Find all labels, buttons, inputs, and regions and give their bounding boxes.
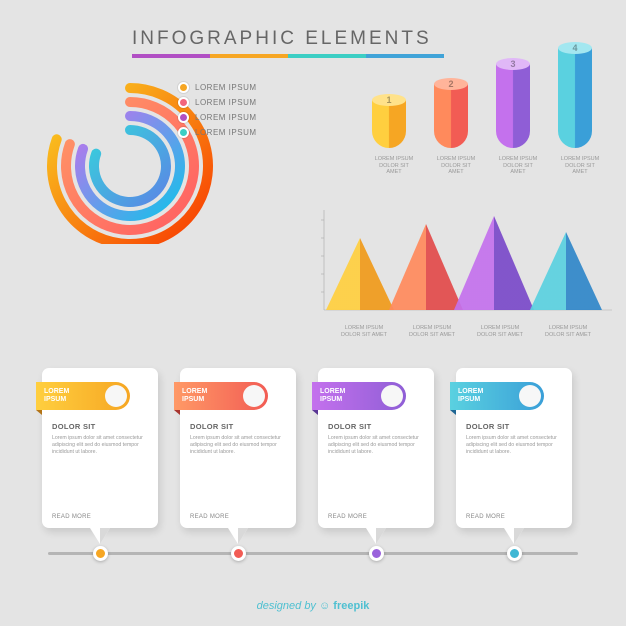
swirl-item-label: LOREM IPSUM: [195, 83, 257, 92]
card-text: Lorem ipsum dolor sit amet consectetur a…: [190, 435, 286, 456]
swirl-item: LOREM IPSUM: [178, 82, 257, 93]
triangle-label: LOREM IPSUMDOLOR SIT AMET: [536, 325, 600, 338]
card-pointer-icon: [504, 528, 524, 544]
cylinder-bar: 2: [434, 84, 468, 148]
triangle-label: LOREM IPSUMDOLOR SIT AMET: [332, 325, 396, 338]
tab-fold-icon: [450, 410, 456, 415]
timeline-dots: [42, 546, 572, 561]
triangle-label: LOREM IPSUMDOLOR SIT AMET: [468, 325, 532, 338]
cylinder-body: [558, 48, 592, 148]
timeline-dot-icon: [231, 546, 246, 561]
cylinder-chart: 1 LOREM IPSUMDOLOR SIT AMET 2 LOREM IPSUMDO…: [372, 56, 602, 196]
swirl-item: LOREM IPSUM: [178, 112, 257, 123]
info-card: LOREMIPSUM DOLOR SIT Lorem ipsum dolor sit…: [42, 368, 158, 528]
timeline-dot-icon: [507, 546, 522, 561]
card-tab-label: LOREMIPSUM: [182, 388, 207, 403]
swirl-item-label: LOREM IPSUM: [195, 113, 257, 122]
tab-fold-icon: [36, 410, 42, 415]
swirl-item: LOREM IPSUM: [178, 97, 257, 108]
card-tab-label: LOREMIPSUM: [458, 388, 483, 403]
card-title: DOLOR SIT: [52, 422, 148, 431]
card-title: DOLOR SIT: [466, 422, 562, 431]
triangle-bar: [326, 238, 394, 310]
page-title: INFOGRAPHIC ELEMENTS: [132, 28, 432, 50]
cylinder-body: [496, 64, 530, 148]
credit-icon: ☺: [319, 600, 333, 612]
card-tab: LOREMIPSUM: [450, 382, 544, 410]
card-pointer-icon: [90, 528, 110, 544]
card-tab-label: LOREMIPSUM: [320, 388, 345, 403]
info-card: LOREMIPSUM DOLOR SIT Lorem ipsum dolor sit…: [456, 368, 572, 528]
cylinder-body: [372, 100, 406, 148]
credit-prefix: designed by: [257, 600, 319, 612]
card-text: Lorem ipsum dolor sit amet consectetur a…: [328, 435, 424, 456]
triangle-label: LOREM IPSUMDOLOR SIT AMET: [400, 325, 464, 338]
card-text: Lorem ipsum dolor sit amet consectetur a…: [466, 435, 562, 456]
read-more-link[interactable]: READ MORE: [52, 514, 91, 520]
swirl-dot-icon: [178, 97, 189, 108]
triangle-bar: [454, 216, 534, 310]
card-pointer-icon: [366, 528, 386, 544]
swirl-labels: LOREM IPSUM LOREM IPSUM LOREM IPSUM LOREM I…: [178, 82, 257, 142]
cylinder-label: LOREM IPSUMDOLOR SIT AMET: [434, 156, 478, 176]
card-row: LOREMIPSUM DOLOR SIT Lorem ipsum dolor sit…: [42, 368, 572, 528]
info-card: LOREMIPSUM DOLOR SIT Lorem ipsum dolor sit…: [180, 368, 296, 528]
swirl-item-label: LOREM IPSUM: [195, 98, 257, 107]
card-title: DOLOR SIT: [328, 422, 424, 431]
card-tab-circle-icon: [381, 385, 403, 407]
card-tab-circle-icon: [519, 385, 541, 407]
card-tab: LOREMIPSUM: [36, 382, 130, 410]
card-tab-label: LOREMIPSUM: [44, 388, 69, 403]
swirl-dot-icon: [178, 82, 189, 93]
card-tab: LOREMIPSUM: [312, 382, 406, 410]
triangle-bar: [530, 232, 602, 310]
cylinder-bar: 4: [558, 48, 592, 148]
credit-line: designed by ☺ freepik: [0, 600, 626, 612]
triangle-chart: LOREM IPSUMDOLOR SIT AMET LOREM IPSUMDOLO…: [316, 206, 616, 356]
cylinder-label: LOREM IPSUMDOLOR SIT AMET: [558, 156, 602, 176]
timeline-dot-icon: [93, 546, 108, 561]
card-title: DOLOR SIT: [190, 422, 286, 431]
swirl-dot-icon: [178, 112, 189, 123]
timeline-dot-icon: [369, 546, 384, 561]
info-card: LOREMIPSUM DOLOR SIT Lorem ipsum dolor sit…: [318, 368, 434, 528]
cylinder-bar: 1: [372, 100, 406, 148]
tab-fold-icon: [312, 410, 318, 415]
card-pointer-icon: [228, 528, 248, 544]
card-text: Lorem ipsum dolor sit amet consectetur a…: [52, 435, 148, 456]
swirl-item: LOREM IPSUM: [178, 127, 257, 138]
read-more-link[interactable]: READ MORE: [466, 514, 505, 520]
card-tab: LOREMIPSUM: [174, 382, 268, 410]
cylinder-label: LOREM IPSUMDOLOR SIT AMET: [372, 156, 416, 176]
cylinder-label: LOREM IPSUMDOLOR SIT AMET: [496, 156, 540, 176]
cylinder-bar: 3: [496, 64, 530, 148]
cylinder-body: [434, 84, 468, 148]
swirl-dot-icon: [178, 127, 189, 138]
read-more-link[interactable]: READ MORE: [328, 514, 367, 520]
credit-brand: freepik: [333, 600, 369, 612]
card-tab-circle-icon: [105, 385, 127, 407]
swirl-item-label: LOREM IPSUM: [195, 128, 257, 137]
card-tab-circle-icon: [243, 385, 265, 407]
tab-fold-icon: [174, 410, 180, 415]
read-more-link[interactable]: READ MORE: [190, 514, 229, 520]
triangle-bar: [389, 224, 463, 310]
